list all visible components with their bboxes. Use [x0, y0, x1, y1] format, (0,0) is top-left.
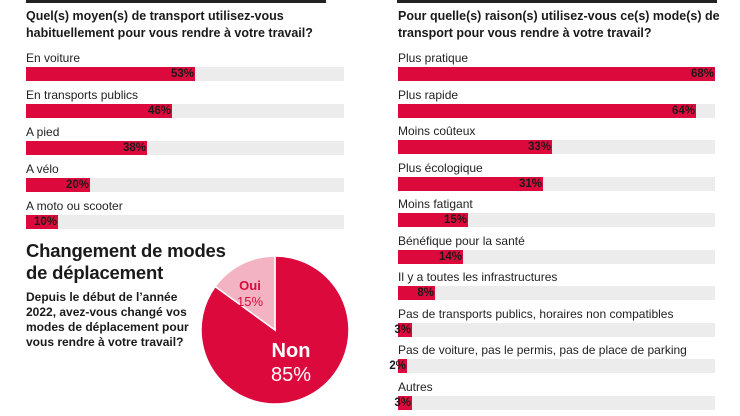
- bar-value-label: 38%: [122, 142, 146, 154]
- bar-value-label: 15%: [443, 214, 467, 226]
- bar-moins-couteux: [398, 140, 552, 154]
- pie-label-non: Non: [272, 340, 311, 362]
- bar-track: 38%: [26, 141, 344, 155]
- bar-label-a-moto-ou-scooter: A moto ou scooter: [26, 199, 123, 213]
- bar-label-plus-rapide: Plus rapide: [398, 87, 459, 102]
- bar-pas-de-transports-publics-horaires-non-compatibles: [398, 322, 412, 337]
- pie-chart-title: Changement de modes de déplacement: [26, 240, 226, 283]
- bar-a-moto-ou-scooter: [26, 215, 58, 229]
- bar-track: 14%: [398, 249, 715, 264]
- bar-benefique-pour-la-sante: [398, 249, 463, 264]
- bar-value-label: 3%: [394, 396, 411, 409]
- bar-track: 31%: [398, 176, 715, 191]
- pie-label-oui: Oui: [239, 278, 261, 293]
- bar-label-autres: Autres: [398, 379, 433, 394]
- top-rule-left: [26, 0, 326, 3]
- bar-value-label: 3%: [394, 323, 411, 336]
- bar-plus-pratique: [398, 67, 715, 81]
- bar-value-label: 31%: [518, 177, 542, 190]
- bar-label-en-transports-publics: En transports publics: [26, 88, 139, 102]
- bar-en-transports-publics: [26, 104, 172, 118]
- bar-track: 3%: [394, 322, 715, 337]
- bar-track: 53%: [26, 67, 344, 81]
- bar-label-pas-de-voiture-pas-le-permis-pas-de-place-de-parking: Pas de voiture, pas le permis, pas de pl…: [398, 343, 687, 357]
- bar-a-pied: [26, 141, 147, 155]
- bar-label-benefique-pour-la-sante: Bénéfique pour la santé: [398, 233, 525, 248]
- pie-chart-question: Depuis le début de l’année 2022, avez-vo…: [26, 290, 189, 349]
- bar-label-pas-de-transports-publics-horaires-non-compatibles: Pas de transports publics, horaires non …: [398, 306, 674, 321]
- bar-value-label: 68%: [690, 68, 714, 80]
- bar-track: 33%: [398, 140, 715, 154]
- pie-value-oui: 15%: [237, 294, 263, 309]
- bar-value-label: 53%: [170, 68, 194, 80]
- pie-value-non: 85%: [271, 364, 311, 386]
- bar-a-velo: [26, 178, 90, 192]
- bar-label-moins-fatigant: Moins fatigant: [398, 197, 473, 211]
- bar-value-label: 33%: [527, 141, 551, 153]
- bar-value-label: 14%: [438, 250, 462, 263]
- chart-title-reasons: Pour quelle(s) raison(s) utilisez-vous c…: [398, 9, 720, 40]
- bar-track: 15%: [398, 213, 715, 227]
- bar-label-moins-couteux: Moins coûteux: [398, 124, 476, 138]
- bar-track: 10%: [26, 215, 344, 229]
- bar-il-y-a-toutes-les-infrastructures: [398, 286, 435, 300]
- bar-track: 68%: [398, 67, 715, 81]
- bar-autres: [398, 395, 412, 410]
- bar-label-plus-ecologique: Plus écologique: [398, 160, 483, 175]
- bar-value-label: 10%: [33, 216, 57, 228]
- bar-label-en-voiture: En voiture: [26, 51, 81, 65]
- bar-track: 8%: [398, 286, 715, 300]
- bar-value-label: 2%: [389, 360, 406, 372]
- bar-value-label: 20%: [65, 179, 89, 191]
- bar-value-label: 64%: [671, 104, 695, 117]
- bar-label-a-velo: A vélo: [26, 162, 59, 176]
- bar-track: 46%: [26, 104, 344, 118]
- bar-track: 64%: [398, 103, 715, 118]
- pie-slice-oui: [214, 255, 276, 332]
- bar-plus-rapide: [398, 103, 696, 118]
- top-rule-right: [397, 0, 717, 3]
- bar-plus-ecologique: [398, 176, 543, 191]
- bar-value-label: 8%: [417, 287, 434, 299]
- bar-track: 2%: [389, 359, 715, 373]
- bar-track: 3%: [394, 395, 715, 410]
- bar-label-plus-pratique: Plus pratique: [398, 51, 469, 65]
- bar-track: 20%: [26, 178, 344, 192]
- bar-pas-de-voiture-pas-le-permis-pas-de-place-de-parking: [398, 359, 407, 373]
- bar-value-label: 46%: [147, 105, 171, 117]
- bar-label-a-pied: A pied: [26, 125, 60, 139]
- bar-label-il-y-a-toutes-les-infrastructures: Il y a toutes les infrastructures: [398, 270, 558, 284]
- bar-en-voiture: [26, 67, 195, 81]
- chart-title-transport-modes: Quel(s) moyen(s) de transport utilisez-v…: [26, 9, 313, 40]
- bar-moins-fatigant: [398, 213, 468, 227]
